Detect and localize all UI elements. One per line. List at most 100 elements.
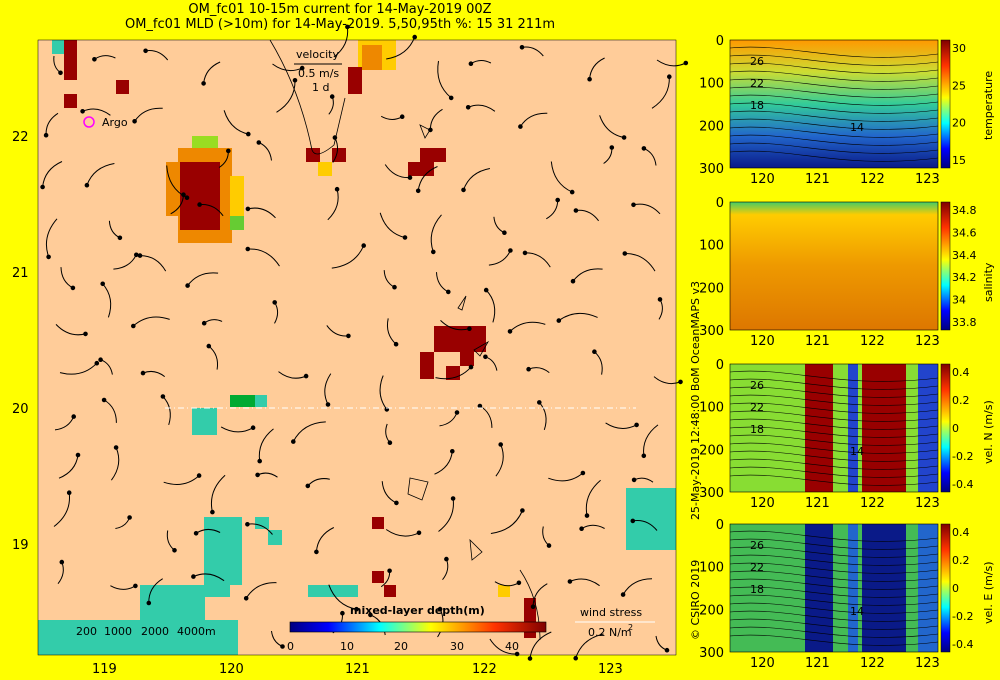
current-vector-head [393, 341, 399, 347]
current-vector [46, 218, 58, 258]
current-vector-head [392, 284, 397, 290]
current-vector [327, 189, 339, 221]
current-vector [53, 492, 71, 527]
current-vector [437, 60, 452, 99]
contour-label: 26 [750, 379, 764, 392]
current-vector-head [361, 243, 367, 248]
current-vector [524, 252, 551, 268]
current-vector [519, 112, 548, 127]
contour-line [729, 70, 939, 82]
current-vector [435, 366, 472, 380]
contour-line [729, 126, 939, 138]
panel-y-tick: 0 [716, 518, 724, 533]
current-vector-head [530, 604, 536, 610]
current-vector-head [587, 76, 592, 82]
current-vector [55, 324, 86, 336]
panel-y-tick: 200 [699, 443, 724, 458]
current-vector-head [272, 300, 278, 305]
panel-ylabel: salinity [982, 262, 995, 302]
contour-line [729, 102, 939, 114]
current-vector [247, 207, 276, 219]
contour-line [729, 610, 939, 622]
current-vector [529, 631, 552, 659]
current-vector-head [210, 509, 215, 515]
section-panel: 26 22 18 14 30 25 20 15 temperature 0 100 200 300 120… [699, 34, 995, 187]
current-vector-head [131, 323, 136, 329]
current-vector-head [184, 195, 190, 200]
panel-x-tick: 123 [915, 496, 940, 511]
contour-line [729, 602, 939, 614]
contour-label: 18 [750, 423, 764, 436]
argo-marker [83, 116, 95, 128]
chart-title-line2: OM_fc01 MLD (>10m) for 14-May-2019. 5,50… [124, 17, 556, 32]
current-vector [59, 362, 98, 375]
current-vector-head [256, 140, 262, 145]
current-vector [162, 396, 171, 426]
current-vector [210, 474, 226, 513]
contour-line [729, 562, 939, 574]
current-vector [193, 573, 225, 582]
current-vector [605, 422, 637, 429]
current-vector-head [345, 24, 350, 30]
current-vector-head [407, 175, 413, 180]
contour-line [729, 410, 939, 422]
contour-line [729, 530, 939, 542]
colorbar-tick-label: 33.8 [952, 316, 977, 329]
current-vector-head [305, 483, 311, 489]
current-vector-head [243, 596, 249, 601]
current-vector [272, 63, 303, 72]
contour-line [729, 618, 939, 630]
svg-text:1000: 1000 [104, 625, 132, 638]
panel-band [848, 364, 858, 492]
colorbar-tick-label: 25 [952, 79, 966, 92]
current-vector-head [172, 548, 177, 553]
current-vector-head [415, 188, 421, 194]
current-vector-head [431, 249, 436, 255]
contour-label: 14 [850, 445, 864, 458]
contour-label: 18 [750, 99, 764, 112]
contour-line [729, 378, 939, 390]
velocity-scale: 0.5 m/s [298, 67, 339, 80]
current-vector-head [113, 445, 119, 450]
current-vector [632, 520, 658, 531]
current-vector [430, 214, 442, 253]
panel-y-tick: 100 [699, 561, 724, 576]
current-vector [139, 255, 167, 272]
current-vector-head [448, 95, 454, 101]
current-vector-head [527, 656, 533, 661]
current-vector-head [641, 146, 647, 151]
current-vector [495, 444, 504, 477]
current-vector-head [592, 349, 597, 355]
timestamp-note: 25-May-2019 12:48:00 BoM OceanMAPS v3 [689, 281, 702, 520]
panel-band [805, 364, 833, 492]
contour-line [729, 442, 939, 454]
current-vector-head [520, 508, 525, 513]
contour-line [729, 450, 939, 462]
current-vector-head [609, 145, 615, 150]
current-vector [102, 283, 112, 318]
current-vector-head [245, 522, 250, 527]
panel-x-tick: 123 [915, 172, 940, 187]
current-vector-head [522, 250, 528, 256]
panel-ylabel: vel. E (m/s) [982, 561, 995, 624]
current-vector [463, 168, 490, 191]
current-vector [379, 212, 406, 238]
svg-text:40: 40 [505, 640, 519, 653]
current-vector [331, 245, 365, 269]
panel-y-tick: 300 [699, 646, 724, 661]
current-vector-head [201, 320, 207, 326]
section-panel: 26 22 18 14 0.4 0.2 0 -0.2 -0.4 vel. E (m/s) 0 100 2… [699, 518, 995, 671]
colorbar-tick-label: -0.4 [952, 478, 973, 491]
contour-line [729, 426, 939, 438]
current-vector-head [412, 34, 418, 40]
mld-colorbar [289, 621, 547, 633]
current-vector [384, 164, 411, 179]
contour-line [729, 78, 939, 90]
current-vector [468, 104, 496, 112]
current-vector [86, 163, 115, 186]
current-vector-head [498, 442, 504, 447]
current-vector-head [467, 326, 472, 332]
colorbar-tick-label: 0.4 [952, 526, 970, 539]
current-vector-head [40, 184, 45, 190]
